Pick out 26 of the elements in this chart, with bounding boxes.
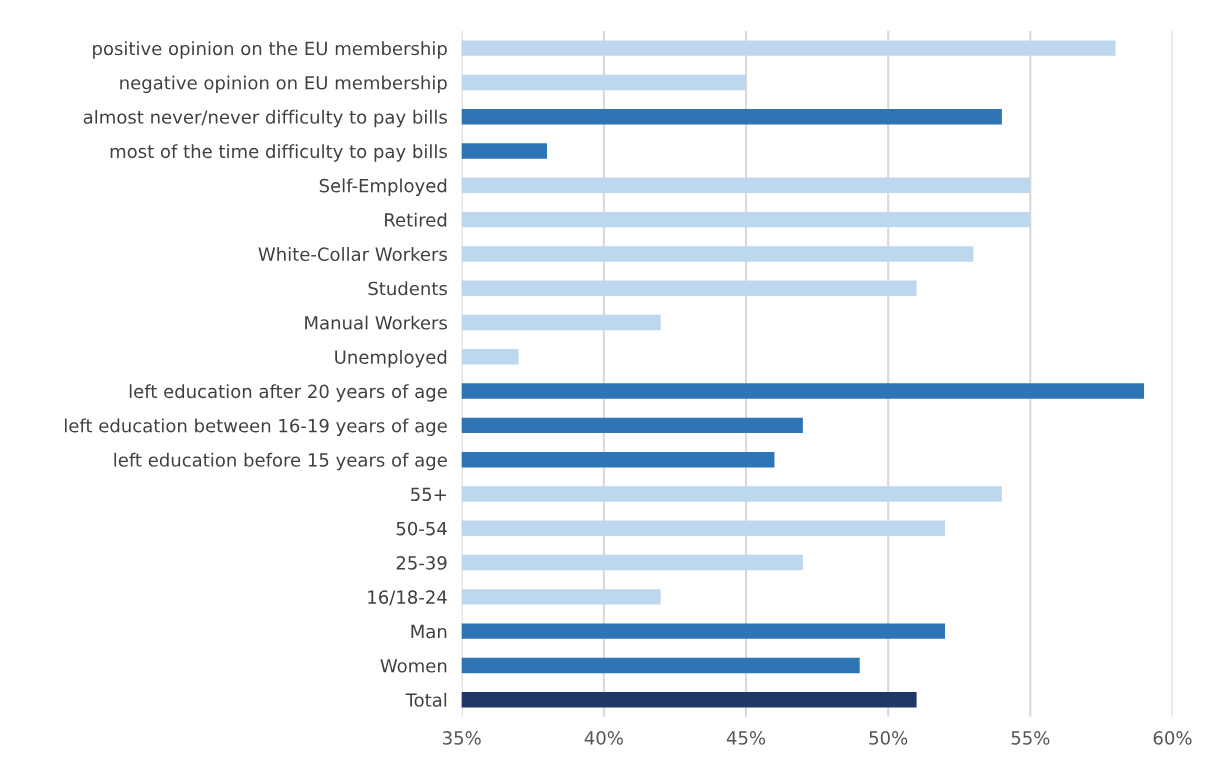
y-tick-label: Manual Workers	[305, 315, 447, 330]
y-tick-label: Man	[411, 624, 447, 639]
y-tick-label: almost never/never difficulty to pay bills	[83, 109, 447, 128]
x-tick-label: 35%	[443, 731, 481, 745]
y-tick-label: positive opinion on the EU membership	[93, 41, 447, 59]
y-tick-label: 50-54	[396, 521, 447, 536]
y-tick-label: Students	[368, 281, 447, 296]
y-tick-label: Unemployed	[335, 349, 447, 368]
y-tick-label: left education after 20 years of age	[129, 384, 447, 402]
y-tick-label: Women	[380, 659, 447, 673]
x-tick-label: 60%	[1153, 731, 1192, 745]
y-tick-label: Total	[405, 692, 447, 707]
y-tick-label: most of the time difficulty to pay bills	[110, 144, 447, 162]
y-tick-label: 25-39	[396, 556, 447, 570]
y-tick-label: negative opinion on EU membership	[120, 75, 447, 94]
y-tick-label: Self-Employed	[319, 178, 447, 196]
y-tick-label: left education before 15 years of age	[114, 452, 447, 471]
y-tick-label: White-Collar Workers	[258, 247, 447, 262]
x-tick-label: 45%	[726, 731, 766, 745]
y-tick-label: 55+	[411, 487, 446, 502]
y-tick-label: left education between 16-19 years of age	[64, 418, 447, 436]
x-tick-label: 55%	[1011, 731, 1050, 745]
x-tick-label: 50%	[869, 731, 908, 745]
y-tick-label: Retired	[385, 212, 447, 227]
x-tick-label: 40%	[584, 731, 623, 745]
y-tick-label: 16/18-24	[368, 590, 447, 606]
